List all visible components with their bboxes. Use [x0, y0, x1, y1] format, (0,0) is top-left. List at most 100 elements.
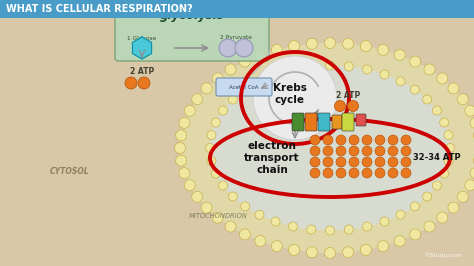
Circle shape — [375, 168, 385, 178]
Circle shape — [307, 225, 316, 234]
Circle shape — [375, 135, 385, 145]
Circle shape — [401, 146, 411, 156]
Circle shape — [344, 62, 353, 71]
Circle shape — [191, 191, 203, 202]
Circle shape — [362, 157, 372, 167]
Circle shape — [323, 157, 333, 167]
Circle shape — [323, 146, 333, 156]
Circle shape — [343, 38, 354, 49]
Circle shape — [388, 157, 398, 167]
Circle shape — [380, 70, 389, 79]
Circle shape — [219, 39, 237, 57]
Circle shape — [378, 241, 389, 252]
Circle shape — [437, 212, 448, 223]
Circle shape — [336, 168, 346, 178]
Circle shape — [271, 44, 283, 55]
Circle shape — [241, 202, 250, 211]
Circle shape — [326, 226, 335, 235]
Circle shape — [360, 40, 372, 52]
Circle shape — [175, 130, 187, 141]
Circle shape — [271, 217, 280, 226]
Circle shape — [212, 73, 223, 84]
Circle shape — [410, 229, 421, 240]
Circle shape — [401, 135, 411, 145]
Circle shape — [394, 235, 405, 247]
Circle shape — [239, 56, 250, 67]
Circle shape — [179, 117, 190, 128]
Bar — [0, 0, 474, 18]
Circle shape — [241, 85, 250, 94]
Circle shape — [225, 64, 236, 75]
Circle shape — [378, 44, 389, 55]
Circle shape — [255, 49, 266, 61]
Circle shape — [362, 168, 372, 178]
Circle shape — [201, 83, 212, 94]
Circle shape — [465, 180, 474, 191]
Circle shape — [271, 241, 283, 252]
Circle shape — [362, 146, 372, 156]
Circle shape — [396, 77, 405, 86]
Circle shape — [125, 77, 137, 89]
Circle shape — [255, 210, 264, 219]
Text: 1 Glucose: 1 Glucose — [128, 35, 156, 40]
Circle shape — [255, 235, 266, 247]
Text: 2 Pyruvate: 2 Pyruvate — [220, 35, 252, 40]
Circle shape — [396, 210, 405, 219]
FancyBboxPatch shape — [216, 78, 272, 96]
Circle shape — [253, 56, 337, 140]
Circle shape — [235, 39, 253, 57]
Circle shape — [289, 40, 300, 52]
Circle shape — [362, 135, 372, 145]
Circle shape — [255, 77, 264, 86]
Circle shape — [410, 56, 421, 67]
Circle shape — [432, 106, 441, 115]
Circle shape — [138, 77, 150, 89]
Circle shape — [326, 61, 335, 70]
Circle shape — [410, 85, 419, 94]
Circle shape — [191, 94, 203, 105]
FancyBboxPatch shape — [356, 114, 366, 126]
Circle shape — [448, 202, 459, 213]
Circle shape — [470, 168, 474, 179]
Text: glycolysis: glycolysis — [160, 10, 224, 23]
Circle shape — [325, 38, 336, 48]
Circle shape — [388, 135, 398, 145]
FancyBboxPatch shape — [332, 115, 342, 129]
Circle shape — [174, 143, 185, 153]
Circle shape — [423, 95, 432, 104]
FancyBboxPatch shape — [342, 113, 354, 131]
Circle shape — [336, 135, 346, 145]
Circle shape — [457, 191, 468, 202]
Text: WHAT IS CELLULAR RESPIRATION?: WHAT IS CELLULAR RESPIRATION? — [6, 4, 192, 14]
Circle shape — [401, 157, 411, 167]
Circle shape — [363, 65, 372, 74]
Circle shape — [347, 101, 358, 111]
Text: Acetyl CoA: Acetyl CoA — [229, 85, 259, 89]
FancyBboxPatch shape — [305, 113, 317, 131]
Circle shape — [225, 221, 236, 232]
Circle shape — [271, 70, 280, 79]
Circle shape — [349, 135, 359, 145]
Circle shape — [310, 157, 320, 167]
Circle shape — [306, 38, 318, 49]
Circle shape — [184, 105, 195, 116]
Text: 2 ATP: 2 ATP — [130, 68, 154, 77]
Circle shape — [394, 49, 405, 61]
Text: 2 ATP: 2 ATP — [336, 92, 360, 101]
Circle shape — [410, 202, 419, 211]
Circle shape — [179, 168, 190, 179]
Circle shape — [310, 135, 320, 145]
Circle shape — [206, 143, 215, 152]
Circle shape — [380, 217, 389, 226]
Circle shape — [201, 202, 212, 213]
FancyBboxPatch shape — [318, 113, 330, 131]
Circle shape — [388, 168, 398, 178]
Circle shape — [439, 169, 448, 178]
Circle shape — [184, 180, 195, 191]
Circle shape — [457, 94, 468, 105]
Circle shape — [470, 117, 474, 128]
Circle shape — [437, 73, 448, 84]
Circle shape — [239, 229, 250, 240]
Circle shape — [212, 212, 223, 223]
Polygon shape — [132, 37, 152, 59]
